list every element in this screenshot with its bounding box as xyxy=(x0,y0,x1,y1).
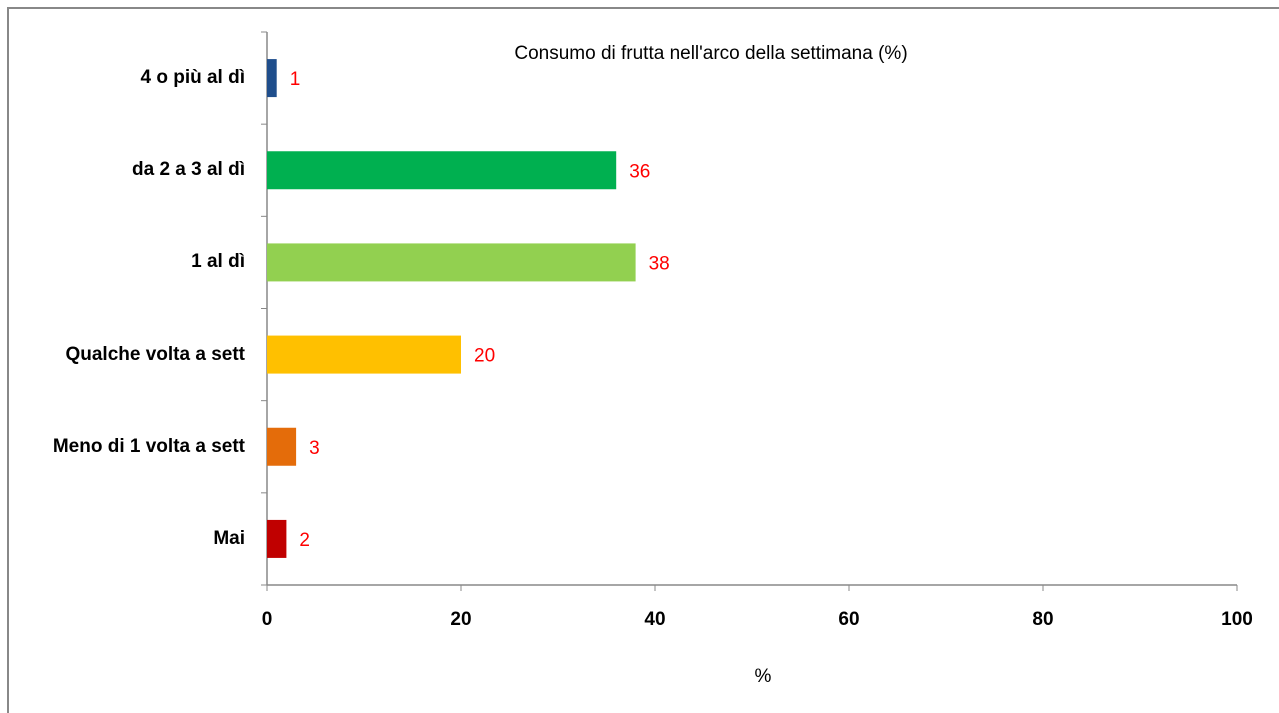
value-label: 2 xyxy=(299,530,310,551)
y-tick-label: Meno di 1 volta a sett xyxy=(52,435,245,457)
y-tick-label: da 2 a 3 al dì xyxy=(132,159,245,181)
x-tick-label: 60 xyxy=(838,609,859,630)
x-tick-label: 80 xyxy=(1032,609,1053,630)
bar xyxy=(267,243,636,282)
bar xyxy=(267,59,277,98)
y-tick-label: Qualche volta a sett xyxy=(65,343,245,365)
x-tick-label: 20 xyxy=(450,609,471,630)
x-tick-label: 100 xyxy=(1221,609,1253,630)
bar xyxy=(267,519,287,558)
bar xyxy=(267,335,461,374)
y-tick-label: Mai xyxy=(213,527,245,549)
x-tick-label: 40 xyxy=(644,609,665,630)
value-label: 3 xyxy=(309,438,320,459)
y-tick-label: 4 o più al dì xyxy=(140,67,245,89)
value-label: 38 xyxy=(649,253,670,274)
value-label: 1 xyxy=(290,69,301,90)
x-axis-label: % xyxy=(755,666,772,687)
bar xyxy=(267,427,297,466)
bar xyxy=(267,151,617,190)
x-tick-label: 0 xyxy=(262,609,273,630)
chart-title: Consumo di frutta nell'arco della settim… xyxy=(514,43,907,64)
value-label: 36 xyxy=(629,161,650,182)
value-label: 20 xyxy=(474,346,495,367)
y-tick-label: 1 al dì xyxy=(191,251,245,273)
frame xyxy=(7,7,1279,713)
